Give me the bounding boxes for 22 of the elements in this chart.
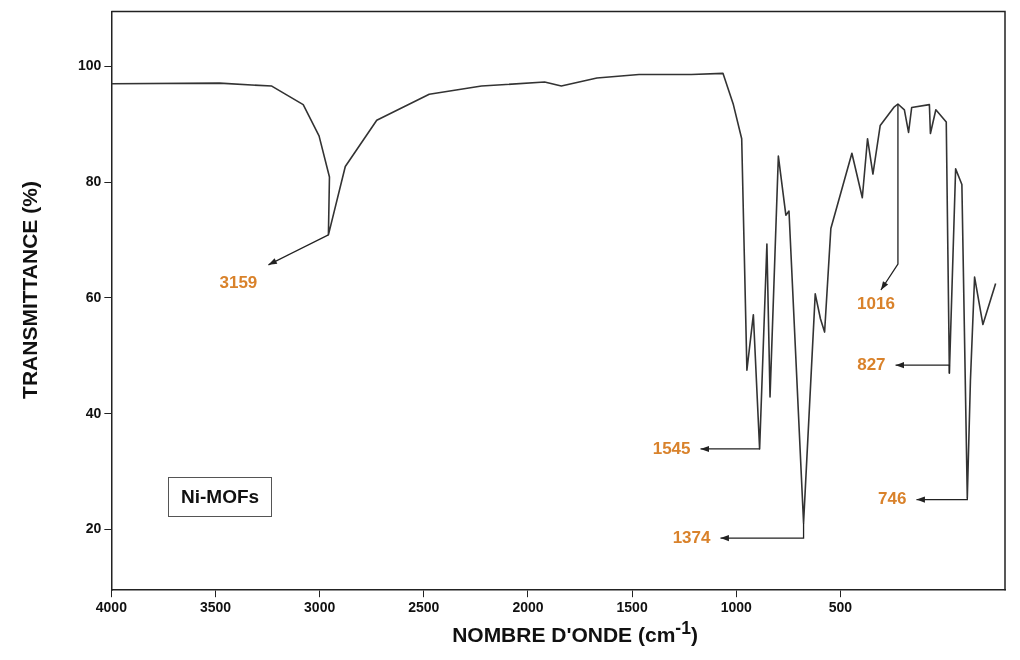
x-axis-title: NOMBRE D'ONDE (cm$^{-1}$)	[451, 618, 699, 647]
annotation: 746	[878, 489, 907, 509]
y-tick-label: 60	[85, 288, 102, 305]
x-tick-label: 3500	[199, 599, 232, 616]
x-tick-label: 1000	[720, 599, 753, 616]
annotation: 1545	[652, 438, 691, 458]
y-tick-label: 40	[85, 404, 102, 421]
annotation: 1016	[857, 293, 895, 313]
x-tick-label: 500	[828, 599, 853, 616]
x-tick-label: 2500	[408, 599, 440, 616]
y-tick-label: 100	[78, 57, 102, 74]
annotation: 827	[857, 354, 886, 374]
x-tick-label: 2000	[512, 599, 544, 616]
y-tick-label: 20	[85, 520, 102, 537]
x-tick-label: 3000	[304, 599, 336, 616]
annotation: 1374	[672, 527, 712, 547]
annotation: 3159	[219, 272, 258, 292]
y-tick-label: 80	[85, 173, 102, 190]
x-tick-label: 1500	[616, 599, 648, 616]
annotation: Ni-MOFs	[168, 477, 273, 517]
y-axis-title: TRANSMITTANCE (%)	[18, 181, 42, 399]
x-tick-label: 4000	[95, 599, 128, 616]
